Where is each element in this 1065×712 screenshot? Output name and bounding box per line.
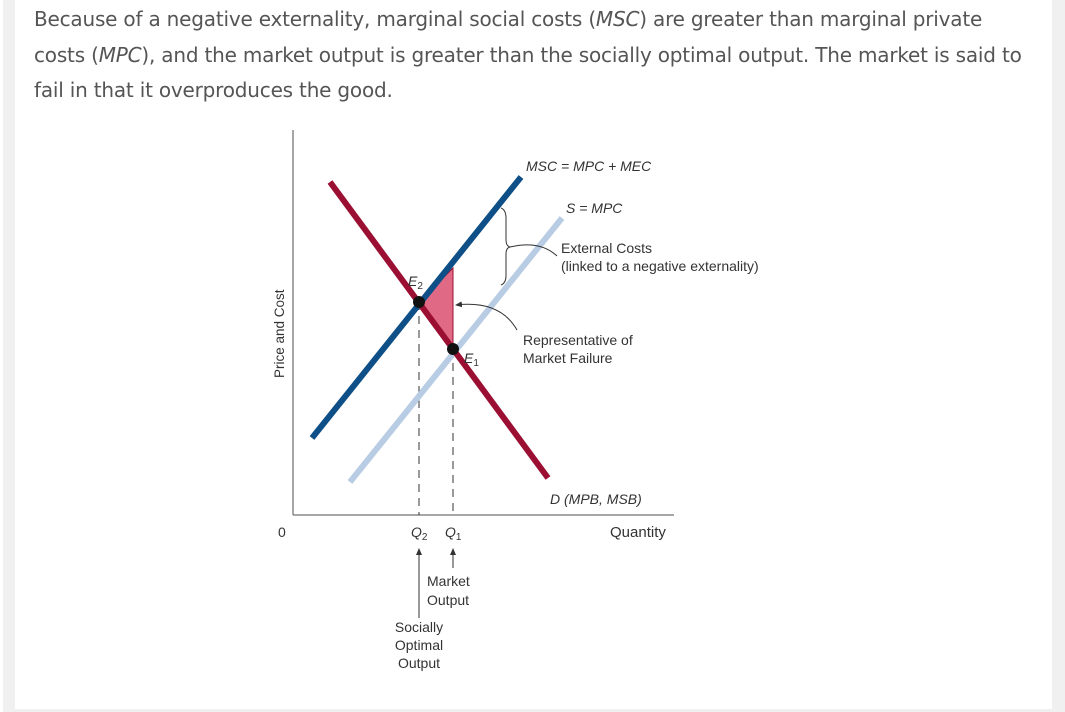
intro-text: Because of a negative externality, margi… xyxy=(34,7,596,31)
market-failure-arrow xyxy=(455,301,518,331)
e2-label: E2 xyxy=(408,273,423,292)
msc-abbr: MSC xyxy=(595,7,640,31)
market-output-label: Market Output xyxy=(427,573,470,608)
msc-label: MSC = MPC + MEC xyxy=(526,158,652,174)
mpc-abbr: MPC xyxy=(98,42,142,67)
content-panel xyxy=(15,0,1052,709)
origin-label: 0 xyxy=(278,524,286,540)
y-axis-label: Price and Cost xyxy=(272,289,287,378)
e1-label: E1 xyxy=(464,350,479,369)
supply-label: S = MPC xyxy=(566,200,623,216)
external-costs-brace xyxy=(500,207,511,286)
social-output-label: Socially Optimal Output xyxy=(395,619,443,671)
demand-curve xyxy=(327,180,551,480)
intro-text: ) are greater than marginal private cost… xyxy=(34,7,983,67)
e2-point xyxy=(413,296,425,308)
external-costs-label: External Costs (linked to a negative exte… xyxy=(561,240,759,274)
e1-point xyxy=(447,343,459,355)
external-costs-leader xyxy=(509,244,558,257)
demand-label: D (MPB, MSB) xyxy=(550,491,642,507)
msc-curve xyxy=(309,175,524,440)
intro-paragraph: Because of a negative externality, margi… xyxy=(34,2,1034,109)
x-axis-label: Quantity xyxy=(610,524,666,541)
q2-label: Q2 xyxy=(411,524,428,543)
market-failure-label: Representative of Market Failure xyxy=(523,332,633,366)
intro-text: ), and the market output is greater than… xyxy=(34,42,1022,103)
q1-label: Q1 xyxy=(445,524,462,543)
